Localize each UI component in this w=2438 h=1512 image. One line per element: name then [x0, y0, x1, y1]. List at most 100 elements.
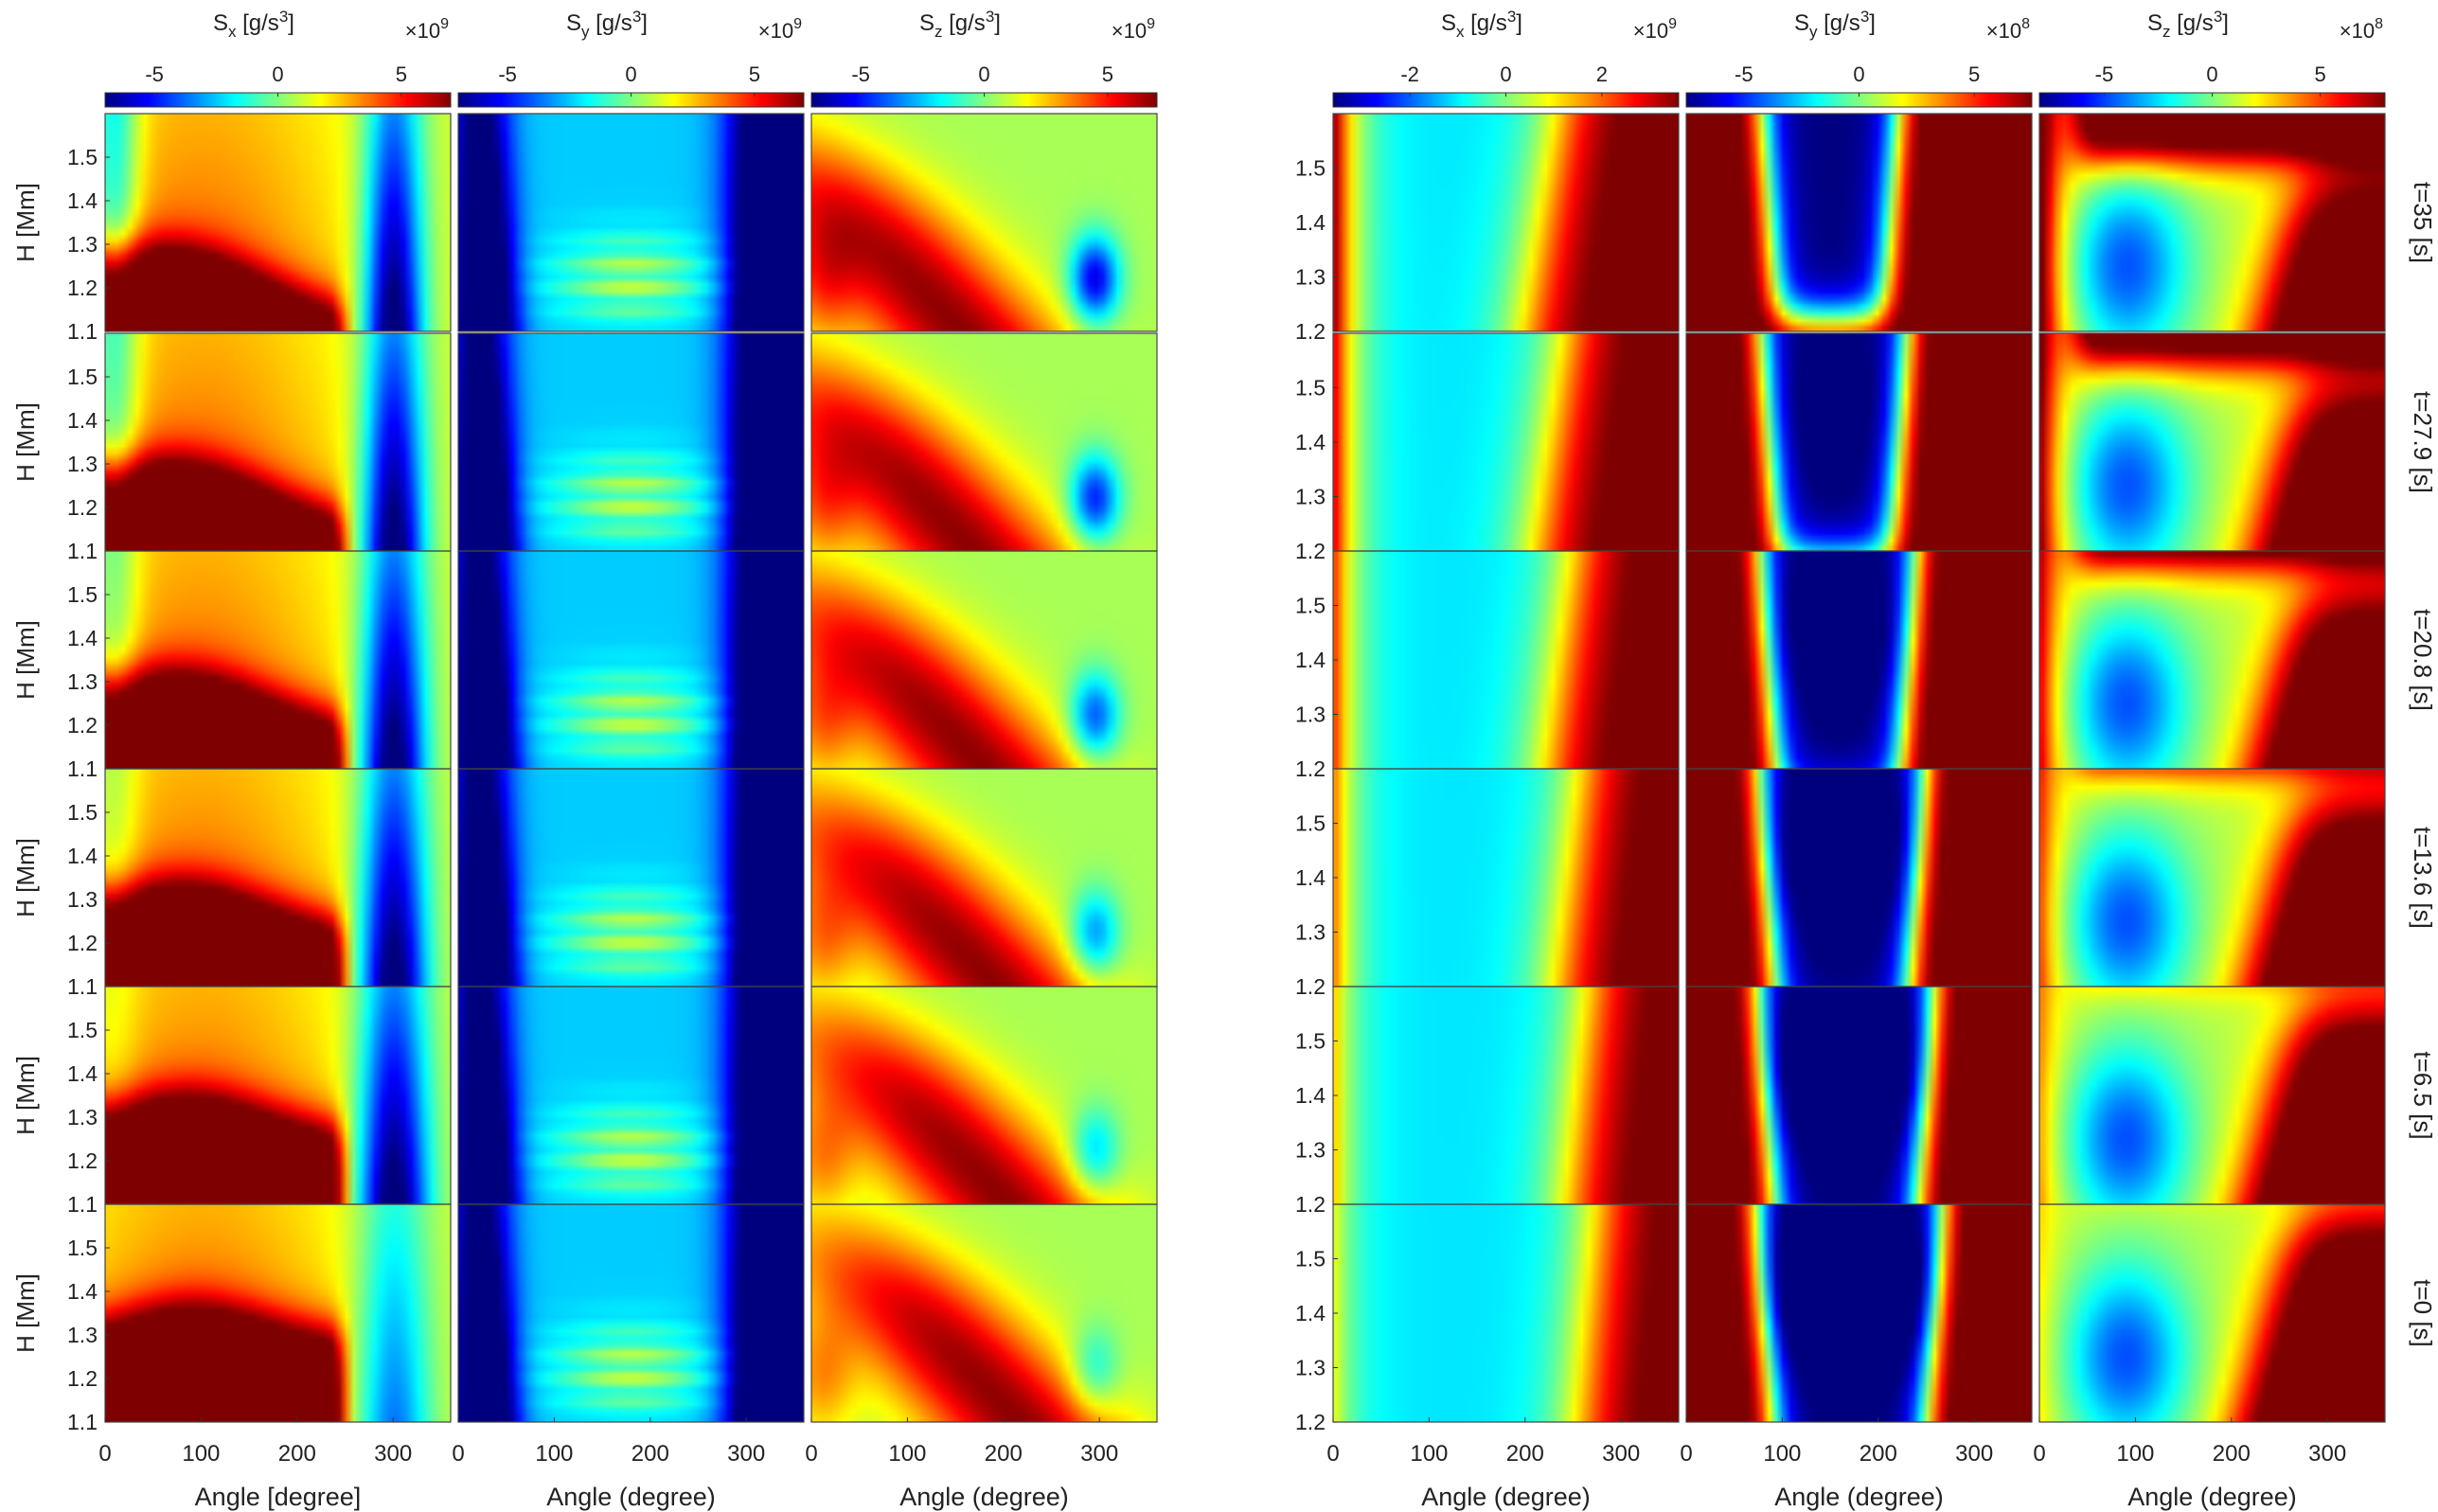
y-tick-label: 1.3 [1295, 1356, 1326, 1380]
panel-frame [1685, 1203, 2033, 1423]
x-tick-label: 200 [1506, 1441, 1544, 1467]
heatmap-left-S_y-row-0 [458, 114, 804, 331]
y-axis-label: H [Mm] [11, 620, 40, 700]
heatmap-right-S_x-row-5 [1333, 1204, 1679, 1422]
colorbar-label-part: 3 [2214, 8, 2222, 26]
colorbar-multiplier: ×109 [405, 16, 449, 43]
multiplier-exp: 9 [1147, 16, 1155, 32]
heatmap-left-S_z-row-5 [811, 1204, 1157, 1422]
colorbar-tick-label: 0 [978, 62, 989, 86]
x-tick-label: 100 [1410, 1441, 1448, 1467]
colorbar-label-part: y [1809, 23, 1818, 41]
colorbar-label-part: [g/s [1464, 10, 1506, 36]
colorbar-label-part: [g/s [2170, 10, 2213, 36]
heatmap-left-S_z-row-1 [811, 333, 1157, 551]
panel-frame [457, 113, 805, 332]
colorbar-tick-label: 5 [396, 62, 407, 86]
multiplier-base: ×10 [405, 19, 440, 43]
colorbar-label-part: S [919, 10, 934, 36]
colorbar-multiplier: ×109 [1112, 16, 1155, 43]
y-tick-label: 1.1 [67, 1192, 98, 1217]
y-tick-label: 1.2 [1295, 756, 1326, 781]
heatmap-right-S_x-row-1 [1333, 333, 1679, 551]
multiplier-base: ×10 [1986, 19, 2021, 43]
colorbar-tick-label: -5 [498, 62, 517, 86]
colorbar-label-part: S [1441, 10, 1456, 36]
panel-frame [2038, 1203, 2386, 1423]
colorbar-tick-label: 5 [1102, 62, 1113, 86]
y-tick-label: 1.4 [67, 408, 98, 433]
colorbar-tick-label: 0 [2206, 62, 2217, 86]
colorbar-multiplier: ×109 [758, 16, 802, 43]
y-tick-label: 1.2 [1295, 1192, 1326, 1217]
x-tick-label: 0 [2033, 1441, 2045, 1467]
y-tick-label: 1.5 [1295, 594, 1326, 618]
x-tick-label: 200 [2213, 1441, 2251, 1467]
colorbar-tick-label: 5 [1968, 62, 1980, 86]
colorbar-tick-label: 0 [1853, 62, 1864, 86]
colorbar-label-part: x [228, 23, 237, 41]
heatmap-right-S_y-row-2 [1686, 551, 2032, 769]
x-axis-label: Angle (degree) [1774, 1483, 1944, 1511]
y-tick-label: 1.4 [1295, 1083, 1326, 1108]
panel-frame [457, 1203, 805, 1423]
heatmap-right-S_x-row-4 [1333, 987, 1679, 1204]
y-tick-label: 1.4 [67, 844, 98, 868]
y-tick-label: 1.5 [1295, 376, 1326, 400]
y-tick-label: 1.3 [1295, 485, 1326, 509]
y-tick-label: 1.2 [67, 276, 98, 300]
y-tick-label: 1.5 [67, 1236, 98, 1260]
y-axis-label: H [Mm] [11, 1056, 40, 1135]
y-tick-label: 1.3 [1295, 920, 1326, 945]
y-tick-label: 1.2 [67, 931, 98, 955]
colorbar-label: Sx [g/s3] [1441, 8, 1522, 41]
colorbar-tick-label: -5 [145, 62, 164, 86]
x-axis-label: Angle [degree] [195, 1483, 362, 1511]
heatmap-right-S_z-row-2 [2039, 551, 2385, 769]
colorbar-label-part: ] [994, 10, 1001, 36]
heatmap-left-S_x-row-5 [105, 1204, 451, 1422]
heatmap-left-S_z-row-3 [811, 769, 1157, 987]
x-tick-label: 0 [452, 1441, 464, 1467]
heatmap-right-S_y-row-1 [1686, 333, 2032, 551]
colorbar-label: Sy [g/s3] [566, 8, 648, 41]
multiplier-exp: 9 [440, 16, 449, 32]
x-axis-label: Angle (degree) [546, 1483, 716, 1511]
x-tick-label: 0 [98, 1441, 111, 1467]
x-tick-label: 300 [2308, 1441, 2346, 1467]
colorbar-label-part: 3 [279, 8, 288, 26]
y-tick-label: 1.2 [1295, 539, 1326, 563]
y-tick-label: 1.5 [67, 582, 98, 607]
colorbar-label-part: z [2162, 23, 2171, 41]
panel-frame [2038, 113, 2386, 332]
y-axis-label: H [Mm] [11, 183, 40, 262]
y-axis-label: H [Mm] [11, 838, 40, 917]
y-tick-label: 1.3 [67, 669, 98, 694]
x-tick-label: 100 [182, 1441, 220, 1467]
heatmap-left-S_x-row-4 [105, 987, 451, 1204]
colorbar-label-part: 3 [1860, 8, 1869, 26]
colorbar-label: Sx [g/s3] [213, 8, 294, 41]
x-tick-label: 0 [1326, 1441, 1339, 1467]
colorbar-label-part: 3 [632, 8, 641, 26]
time-label: t=35 [s] [2409, 182, 2437, 263]
x-axis-label: Angle (degree) [899, 1483, 1069, 1511]
colorbar-label-part: ] [1869, 10, 1876, 36]
heatmap-left-S_x-row-1 [105, 333, 451, 551]
colorbar-label-part: 3 [1507, 8, 1516, 26]
x-tick-label: 0 [1680, 1441, 1692, 1467]
heatmap-left-S_y-row-2 [458, 551, 804, 769]
heatmap-right-S_y-row-0 [1686, 114, 2032, 331]
multiplier-base: ×10 [1633, 19, 1668, 43]
colorbar-tick-label: -5 [851, 62, 870, 86]
colorbar-label-part: [g/s [589, 10, 632, 36]
y-tick-label: 1.2 [1295, 319, 1326, 344]
heatmap-right-S_z-row-4 [2039, 987, 2385, 1204]
heatmap-left-S_y-row-1 [458, 333, 804, 551]
colorbar-label-part: ] [2222, 10, 2229, 36]
colorbar-tick-label: -5 [2095, 62, 2114, 86]
heatmap-left-S_z-row-4 [811, 987, 1157, 1204]
y-tick-label: 1.3 [1295, 1138, 1326, 1163]
x-tick-label: 0 [805, 1441, 817, 1467]
